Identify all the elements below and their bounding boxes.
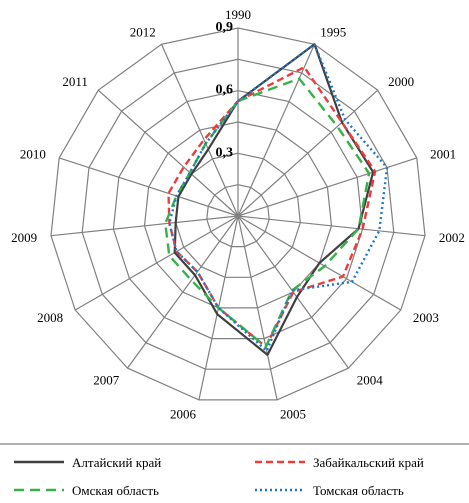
spoke-2004 [237, 215, 349, 369]
legend-label: Забайкальский край [313, 455, 424, 470]
legend-item: Забайкальский край [255, 455, 424, 470]
legend-label: Алтайский край [72, 455, 161, 470]
series-line-3 [164, 77, 371, 348]
spoke-2001 [237, 157, 417, 217]
legend-item: Алтайский край [14, 455, 161, 470]
category-label-1995: 1995 [320, 25, 346, 40]
spoke-2008 [74, 215, 239, 311]
spoke-2009 [50, 215, 239, 237]
grid-ring [81, 58, 395, 370]
radar-spokes [50, 28, 426, 401]
category-label-2004: 2004 [357, 372, 384, 387]
spoke-2010 [59, 157, 239, 217]
category-label-2012: 2012 [130, 25, 156, 40]
grid-ring [206, 184, 270, 248]
spoke-2005 [237, 215, 278, 401]
spoke-2002 [237, 215, 426, 237]
category-label-2005: 2005 [280, 407, 306, 422]
legend-item: Томская область [255, 483, 404, 498]
legend-label: Томская область [313, 483, 404, 498]
category-label-2010: 2010 [20, 147, 46, 162]
series-line-1 [173, 43, 375, 356]
legend: Алтайский край Забайкальский край Омская о… [14, 455, 424, 498]
category-label-2011: 2011 [62, 74, 88, 89]
category-labels: 1990 1995 2000 2001 2002 2003 2004 2005 2006 2007… [11, 7, 465, 422]
legend-item: Омская область [14, 483, 159, 498]
series-layer [164, 43, 389, 356]
ring-label: 0,6 [216, 83, 234, 98]
spoke-2012 [160, 44, 239, 217]
category-label-2003: 2003 [413, 310, 439, 325]
legend-label: Омская область [72, 483, 159, 498]
spoke-2007 [127, 215, 239, 369]
category-label-2009: 2009 [11, 230, 37, 245]
category-label-2006: 2006 [170, 407, 197, 422]
spoke-1995 [237, 44, 316, 217]
series-line-4 [168, 43, 389, 353]
category-label-2007: 2007 [93, 372, 120, 387]
grid-ring [112, 90, 364, 340]
spoke-2011 [97, 89, 239, 217]
radar-grid [50, 27, 426, 401]
grid-ring [50, 27, 426, 401]
spoke-2000 [237, 89, 379, 217]
category-label-2001: 2001 [430, 147, 456, 162]
grid-ring [143, 121, 333, 309]
category-label-2002: 2002 [439, 230, 465, 245]
category-label-2000: 2000 [388, 74, 414, 89]
series-line-2 [167, 65, 377, 348]
category-label-1990: 1990 [225, 7, 251, 22]
ring-labels: 0,3 0,6 0,9 [216, 20, 234, 160]
ring-label: 0,9 [216, 20, 234, 35]
ring-label: 0,3 [216, 145, 234, 160]
category-label-2008: 2008 [37, 310, 63, 325]
